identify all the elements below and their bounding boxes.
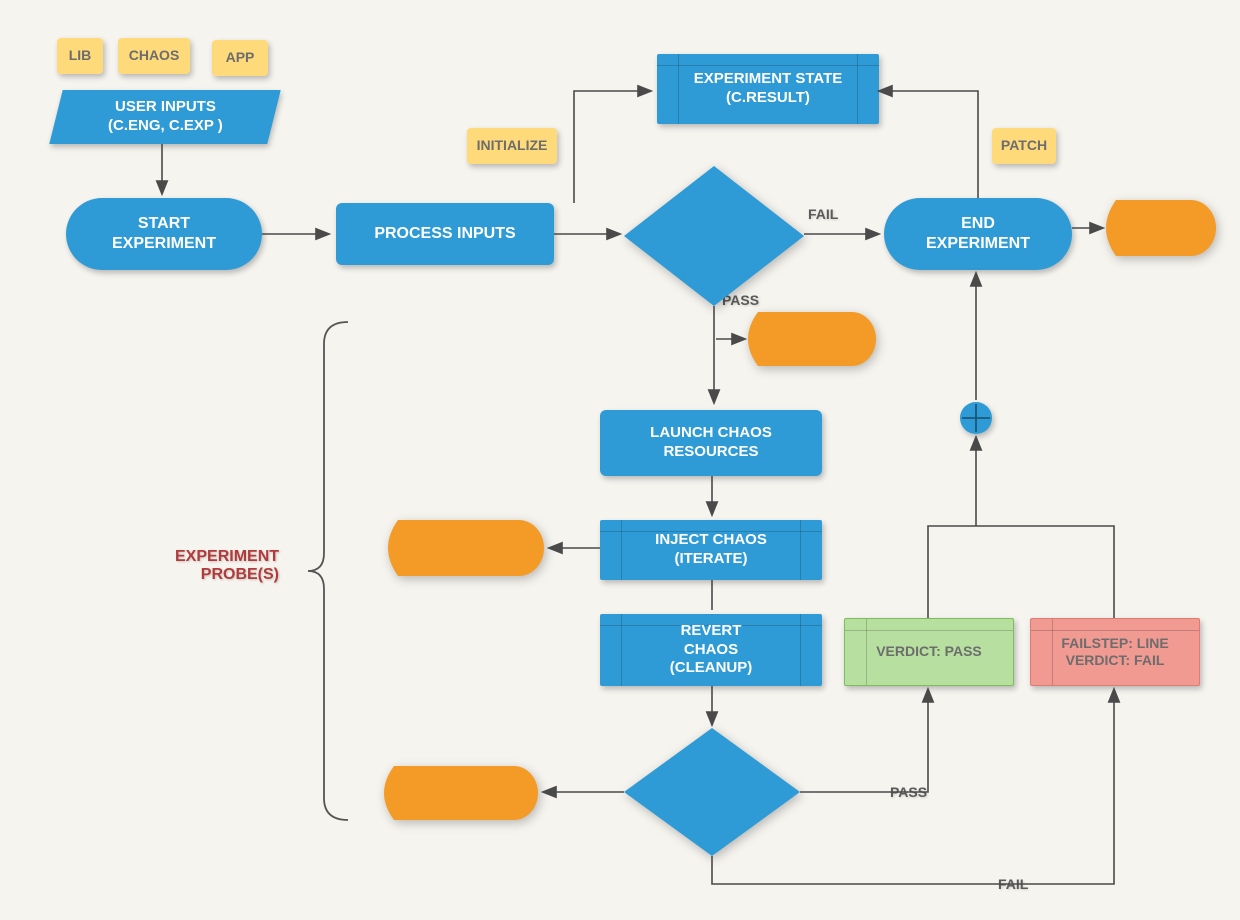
edge-4	[880, 91, 978, 198]
edge-16	[928, 526, 1114, 618]
brace	[308, 322, 348, 820]
edges-layer	[0, 0, 1240, 920]
edge-14	[800, 690, 928, 792]
edge-3	[574, 91, 650, 203]
